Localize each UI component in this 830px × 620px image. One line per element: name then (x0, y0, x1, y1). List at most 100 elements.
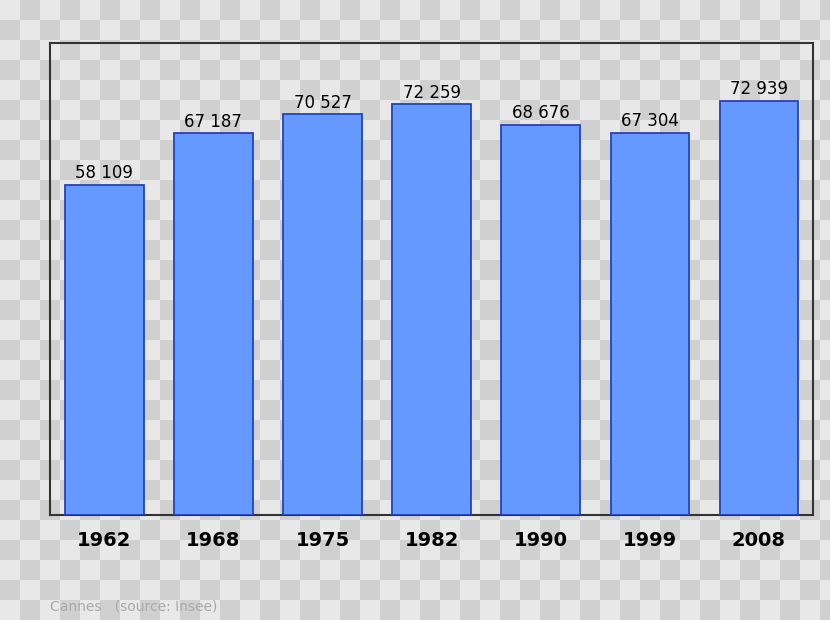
Bar (780, 360, 800, 380)
Bar (680, 20, 700, 40)
Bar (160, 160, 180, 180)
Bar (620, 180, 640, 200)
Bar (420, 120, 440, 140)
Bar (380, 80, 400, 100)
Bar (420, 400, 440, 420)
Bar (320, 100, 340, 120)
Bar (460, 280, 480, 300)
Bar (220, 380, 240, 400)
Bar (520, 220, 540, 240)
Bar (260, 260, 280, 280)
Bar (260, 540, 280, 560)
Bar (540, 440, 560, 460)
Bar (520, 40, 540, 60)
Bar (320, 140, 340, 160)
Bar (340, 580, 360, 600)
Bar (680, 540, 700, 560)
Bar (200, 240, 220, 260)
Bar (720, 420, 740, 440)
Bar (380, 140, 400, 160)
Bar (460, 340, 480, 360)
Bar (540, 540, 560, 560)
Bar (800, 460, 820, 480)
Bar (220, 560, 240, 580)
Bar (60, 20, 80, 40)
Bar (100, 440, 120, 460)
Bar (780, 260, 800, 280)
Bar (140, 0, 160, 20)
Bar (80, 140, 100, 160)
Bar (220, 400, 240, 420)
Bar (100, 200, 120, 220)
Bar (60, 400, 80, 420)
Bar (600, 380, 620, 400)
Bar (260, 0, 280, 20)
Bar (160, 300, 180, 320)
Bar (760, 580, 780, 600)
Bar (480, 340, 500, 360)
Bar (360, 240, 380, 260)
Bar (260, 440, 280, 460)
Bar (140, 580, 160, 600)
Bar (240, 600, 260, 620)
Bar (120, 280, 140, 300)
Bar (300, 480, 320, 500)
Bar (280, 240, 300, 260)
Bar (500, 540, 520, 560)
Bar (680, 120, 700, 140)
Bar (360, 480, 380, 500)
Bar (340, 260, 360, 280)
Bar (60, 560, 80, 580)
Bar (640, 500, 660, 520)
Bar (60, 600, 80, 620)
Bar (580, 560, 600, 580)
Bar (0, 540, 20, 560)
Bar (420, 180, 440, 200)
Bar (400, 20, 420, 40)
Bar (440, 460, 460, 480)
Bar (740, 600, 760, 620)
Bar (500, 260, 520, 280)
Bar (100, 40, 120, 60)
Bar (100, 380, 120, 400)
Bar (160, 560, 180, 580)
Bar (760, 260, 780, 280)
Bar (440, 480, 460, 500)
Bar (660, 140, 680, 160)
Bar (480, 320, 500, 340)
Bar (360, 400, 380, 420)
Bar (300, 120, 320, 140)
Bar (220, 60, 240, 80)
Bar (320, 480, 340, 500)
Bar (120, 420, 140, 440)
Bar (240, 60, 260, 80)
Text: 72 259: 72 259 (403, 84, 461, 102)
Bar (80, 160, 100, 180)
Bar (20, 280, 40, 300)
Bar (360, 440, 380, 460)
Bar (500, 420, 520, 440)
Bar (520, 480, 540, 500)
Bar (80, 480, 100, 500)
Bar (20, 220, 40, 240)
Bar (740, 380, 760, 400)
Bar (160, 260, 180, 280)
Bar (380, 400, 400, 420)
Bar (380, 520, 400, 540)
Bar (140, 60, 160, 80)
Bar (640, 120, 660, 140)
Bar (460, 520, 480, 540)
Bar (600, 220, 620, 240)
Bar (660, 360, 680, 380)
Bar (600, 560, 620, 580)
Bar (660, 60, 680, 80)
Bar (120, 340, 140, 360)
Bar (780, 400, 800, 420)
Bar (400, 600, 420, 620)
Bar (280, 320, 300, 340)
Bar (680, 560, 700, 580)
Bar (140, 360, 160, 380)
Bar (460, 140, 480, 160)
Bar (660, 560, 680, 580)
Bar (320, 600, 340, 620)
